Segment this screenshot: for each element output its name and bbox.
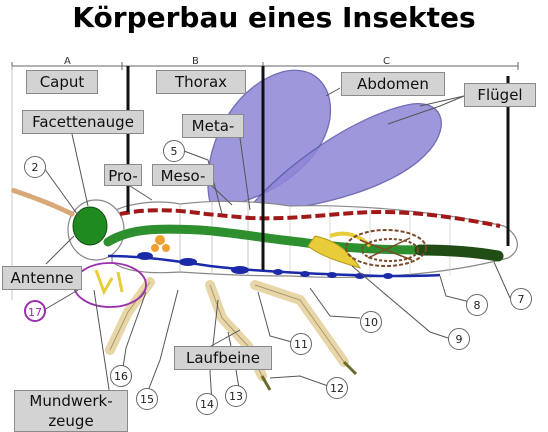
head [67,199,125,261]
segment-label-c: C [383,56,390,67]
callout-9: 9 [448,328,470,350]
label-pro: Pro- [104,164,142,186]
label-facettenauge: Facettenauge [22,110,144,134]
dorsal-vessel [119,208,501,228]
label-antenne: Antenne [2,266,82,290]
callout-8: 8 [466,294,488,316]
ventral-nerve-cord [107,252,441,279]
callout-12: 12 [326,377,348,399]
segment-label-a: A [64,56,71,67]
label-thorax: Thorax [156,70,246,94]
label-meta: Meta- [182,114,244,138]
callout-5: 5 [163,140,185,162]
callout-7: 7 [510,288,532,310]
callout-11: 11 [290,333,312,355]
wings [207,69,442,213]
segment-label-b: B [192,56,199,67]
label-fluegel: Flügel [464,83,536,107]
compound-eye [72,206,108,246]
callout-14: 14 [196,393,218,415]
digestive-tract [103,224,504,262]
leader-lines [43,87,511,403]
label-mundwerkzeuge-line1: Mundwerk- [29,392,113,410]
callout-16: 16 [110,365,132,387]
label-mundwerkzeuge: Mundwerk- zeuge [14,390,128,432]
dimension-line [11,62,519,300]
callout-15: 15 [136,388,158,410]
label-meso: Meso- [152,164,214,186]
legs [105,277,358,391]
label-abdomen: Abdomen [341,72,445,96]
label-mundwerkzeuge-line2: zeuge [48,412,94,430]
callout-13: 13 [225,385,247,407]
salivary-gland [151,235,170,252]
callout-10: 10 [360,311,382,333]
antenna [9,187,75,217]
page-title: Körperbau eines Insektes [72,1,476,34]
mouthparts-highlight [73,262,147,308]
label-caput: Caput [26,70,98,94]
malpighian-tubules [345,229,427,267]
callout-17: 17 [24,300,46,322]
label-laufbeine: Laufbeine [174,346,272,370]
callout-2: 2 [24,156,46,178]
